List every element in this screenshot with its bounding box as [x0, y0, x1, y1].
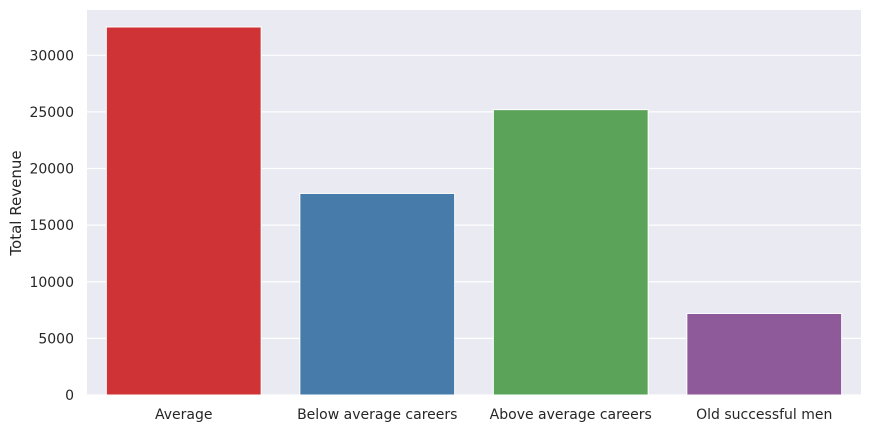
bars [105, 26, 843, 396]
y-tick-label: 0 [65, 388, 74, 404]
bar [299, 192, 456, 396]
y-tick-label: 20000 [29, 162, 74, 178]
y-tick-label: 5000 [38, 331, 74, 347]
x-tick-label: Above average careers [490, 407, 652, 423]
x-tick-label: Average [155, 407, 213, 423]
bar [686, 312, 843, 396]
x-tick-label: Old successful men [696, 407, 832, 423]
bar [105, 26, 262, 396]
x-axis-ticks: Average Below average careers Above averag… [155, 407, 832, 423]
y-tick-label: 10000 [29, 275, 74, 291]
x-tick-label: Below average careers [297, 407, 457, 423]
y-tick-label: 15000 [29, 218, 74, 234]
y-tick-label: 30000 [29, 48, 74, 64]
y-axis-ticks: 0 5000 10000 15000 20000 25000 30000 [29, 48, 74, 404]
y-tick-label: 25000 [29, 105, 74, 121]
bar [492, 109, 649, 396]
y-axis-label: Total Revenue [7, 150, 25, 256]
